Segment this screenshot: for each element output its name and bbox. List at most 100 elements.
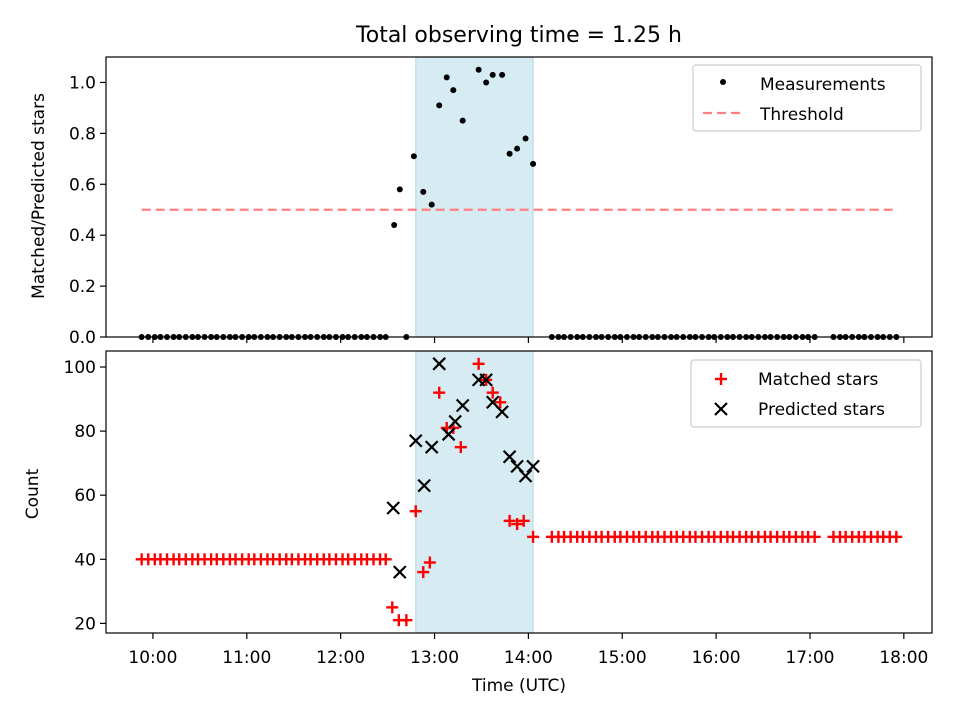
measurement-point <box>761 334 768 340</box>
measurement-point <box>257 334 264 340</box>
measurement-point <box>755 334 762 340</box>
y-tick-label: 100 <box>64 358 96 378</box>
measurement-point <box>208 334 215 340</box>
measurement-point <box>283 334 290 340</box>
measurement-point <box>711 334 718 340</box>
measurement-point <box>276 334 283 340</box>
legend-threshold-label: Threshold <box>759 105 844 125</box>
measurement-point <box>799 334 806 340</box>
predicted-star-point <box>432 357 446 371</box>
top-panel-marks <box>138 66 900 340</box>
matched-star-point <box>409 505 422 518</box>
measurement-point <box>382 334 389 340</box>
measurement-point <box>151 334 158 340</box>
measurement-point <box>450 87 457 94</box>
y-tick-label: 60 <box>74 486 96 506</box>
measurement-point <box>592 334 599 340</box>
predicted-star-point <box>448 414 462 429</box>
top-panel-legend: Measurements Threshold <box>692 64 922 132</box>
measurement-point <box>351 334 358 340</box>
measurement-point <box>617 334 624 340</box>
measurement-point <box>611 334 618 340</box>
measurement-point <box>314 334 321 340</box>
measurement-point <box>630 334 637 340</box>
predicted-star-point <box>479 373 493 387</box>
measurement-point <box>886 334 893 340</box>
measurement-point <box>774 334 781 340</box>
predicted-star-point <box>424 440 439 454</box>
x-tick-label: 16:00 <box>692 648 741 668</box>
matched-star-point <box>386 601 399 614</box>
measurement-point <box>514 145 521 152</box>
x-tick-label: 14:00 <box>504 648 553 668</box>
predicted-star-point <box>455 398 470 413</box>
bottom-panel-marks <box>135 357 903 627</box>
y-tick-label: 1.0 <box>69 73 96 93</box>
measurement-point <box>805 334 812 340</box>
measurement-point <box>686 334 693 340</box>
measurement-point <box>264 334 271 340</box>
measurement-point <box>561 334 568 340</box>
x-axis-label: Time (UTC) <box>471 676 566 696</box>
matched-star-point <box>379 553 392 566</box>
measurement-point <box>548 334 555 340</box>
measurement-point <box>642 334 649 340</box>
measurement-point <box>201 334 208 340</box>
y-tick-label: 0.2 <box>69 277 96 297</box>
measurement-point <box>705 334 712 340</box>
measurement-point <box>403 334 410 340</box>
x-tick-label: 17:00 <box>785 648 834 668</box>
measurement-point <box>717 334 724 340</box>
measurement-point <box>736 334 743 340</box>
measurement-point <box>867 334 874 340</box>
matched-star-point <box>486 386 499 399</box>
matched-star-point <box>808 530 821 543</box>
measurement-point <box>692 334 699 340</box>
chart-title: Total observing time = 1.25 h <box>355 23 682 48</box>
matched-star-point <box>472 357 485 370</box>
measurement-point <box>345 334 352 340</box>
measurement-point <box>522 135 529 142</box>
predicted-star-point <box>408 433 423 448</box>
matched-star-point <box>890 530 903 543</box>
measurement-point <box>396 186 403 193</box>
x-tick-label: 12:00 <box>316 648 365 668</box>
top-panel-y-axis-label: Matched/Predicted stars <box>29 93 49 299</box>
predicted-star-point <box>417 478 431 493</box>
measurement-point <box>194 334 201 340</box>
measurement-point <box>654 334 661 340</box>
measurement-point <box>555 334 562 340</box>
measurement-point <box>579 334 586 340</box>
measurement-point <box>320 334 327 340</box>
measurement-point <box>370 334 377 340</box>
y-tick-label: 0.4 <box>69 226 96 246</box>
measurement-point <box>391 222 398 228</box>
legend-predicted-label: Predicted stars <box>758 400 885 420</box>
measurement-point <box>138 334 145 340</box>
matched-star-point <box>511 518 524 531</box>
legend-measurements-label: Measurements <box>760 75 886 95</box>
legend-matched-label: Matched stars <box>758 370 878 390</box>
measurement-point <box>170 334 177 340</box>
predicted-star-point <box>393 565 407 579</box>
measurement-point <box>332 334 339 340</box>
measurement-point <box>410 153 417 160</box>
axes-frame <box>105 350 933 634</box>
legend-matched-marker <box>715 373 727 385</box>
measurement-point <box>605 334 612 340</box>
measurement-point <box>861 334 868 340</box>
measurement-point <box>176 334 183 340</box>
measurement-point <box>213 334 220 340</box>
measurement-point <box>182 334 189 340</box>
matched-star-point <box>400 614 413 627</box>
matched-star-point <box>517 514 530 527</box>
measurement-point <box>239 334 246 340</box>
measurement-point <box>699 334 706 340</box>
measurement-point <box>226 334 233 340</box>
measurement-point <box>586 334 593 340</box>
x-tick-label: 15:00 <box>598 648 647 668</box>
shaded-window <box>415 56 534 338</box>
measurement-point <box>623 334 630 340</box>
predicted-star-point <box>441 427 456 442</box>
measurement-point <box>855 334 862 340</box>
